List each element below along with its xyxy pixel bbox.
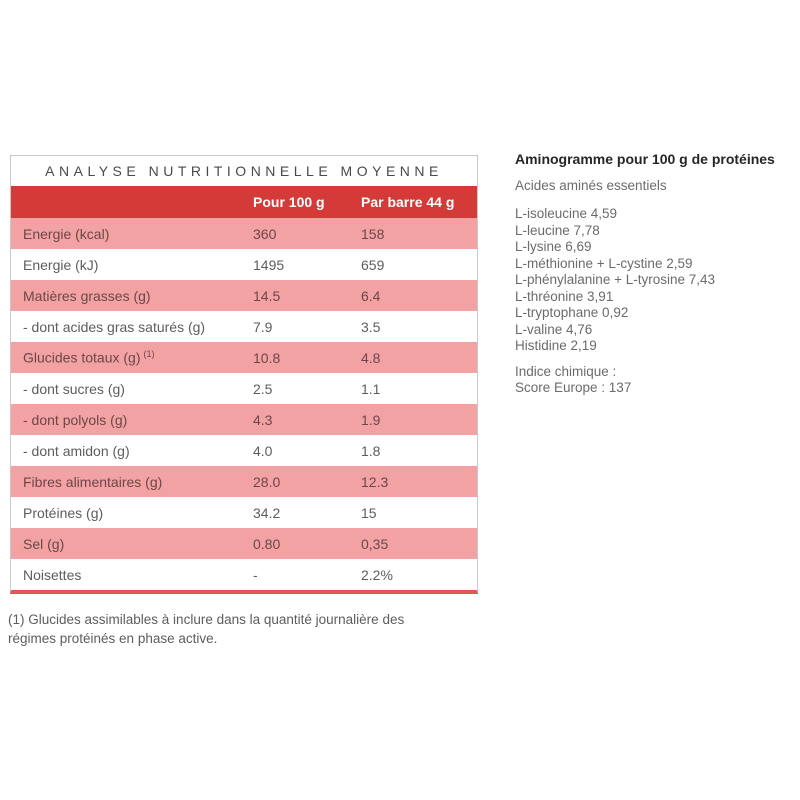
table-row: - dont amidon (g) 4.0 1.8 bbox=[11, 435, 477, 466]
value-per-100g: 360 bbox=[253, 225, 277, 242]
table-row: Sel (g) 0.80 0,35 bbox=[11, 528, 477, 559]
amino-acid-item: L-tryptophane 0,92 bbox=[515, 305, 629, 320]
column-header-per-100g: Pour 100 g bbox=[253, 194, 325, 210]
table-row: Glucides totaux (g) (1) 10.8 4.8 bbox=[11, 342, 477, 373]
value-per-barre-44g: 15 bbox=[361, 504, 377, 521]
row-label: Matières grasses (g) bbox=[23, 287, 151, 304]
aminogramme-subtitle: Acides aminés essentiels bbox=[515, 178, 667, 193]
table-header-row: Pour 100 g Par barre 44 g bbox=[11, 186, 477, 218]
value-per-100g: 4.3 bbox=[253, 411, 273, 428]
chemical-index-block: Indice chimique : Score Europe : 137 bbox=[515, 364, 793, 397]
row-label: Energie (kJ) bbox=[23, 256, 99, 273]
value-per-barre-44g: 0,35 bbox=[361, 535, 389, 552]
value-per-barre-44g: 6.4 bbox=[361, 287, 381, 304]
amino-acid-item: L-méthionine + L-cystine 2,59 bbox=[515, 255, 693, 271]
table-title: ANALYSE NUTRITIONNELLE MOYENNE bbox=[45, 163, 443, 179]
value-per-barre-44g: 12.3 bbox=[361, 473, 389, 490]
chemical-index-line: Score Europe : 137 bbox=[515, 380, 632, 395]
row-label: Glucides totaux (g) (1) bbox=[23, 349, 155, 366]
value-per-barre-44g: 1.8 bbox=[361, 442, 381, 459]
amino-acid-item: L-valine 4,76 bbox=[515, 321, 593, 337]
value-per-100g: 10.8 bbox=[253, 349, 281, 366]
aminogramme-panel: Aminogramme pour 100 g de protéines Acid… bbox=[515, 151, 793, 397]
row-label: Sel (g) bbox=[23, 535, 65, 552]
amino-acid-item: L-lysine 6,69 bbox=[515, 239, 592, 254]
value-per-100g: 28.0 bbox=[253, 473, 281, 490]
footnote-marker: (1) bbox=[143, 349, 155, 360]
value-per-100g: 14.5 bbox=[253, 287, 281, 304]
chemical-index-line: Indice chimique : bbox=[515, 363, 617, 379]
value-per-barre-44g: 4.8 bbox=[361, 349, 381, 366]
table-row: Noisettes - 2.2% bbox=[11, 559, 477, 590]
value-per-100g: 4.0 bbox=[253, 442, 273, 459]
table-row: Fibres alimentaires (g) 28.0 12.3 bbox=[11, 466, 477, 497]
row-label: Protéines (g) bbox=[23, 504, 104, 521]
value-per-barre-44g: 659 bbox=[361, 256, 385, 273]
table-row: - dont sucres (g) 2.5 1.1 bbox=[11, 373, 477, 404]
amino-acid-list: L-isoleucine 4,59 L-leucine 7,78 L-lysine … bbox=[515, 206, 793, 355]
amino-acid-item: L-isoleucine 4,59 bbox=[515, 206, 618, 221]
value-per-100g: 34.2 bbox=[253, 504, 281, 521]
value-per-100g: 2.5 bbox=[253, 380, 273, 397]
table-row: Energie (kcal) 360 158 bbox=[11, 218, 477, 249]
table-row: Energie (kJ) 1495 659 bbox=[11, 249, 477, 280]
footnote: (1) Glucides assimilables à inclure dans… bbox=[8, 612, 405, 646]
value-per-100g: 7.9 bbox=[253, 318, 273, 335]
value-per-100g: 0.80 bbox=[253, 535, 281, 552]
amino-acid-item: Histidine 2,19 bbox=[515, 338, 597, 353]
aminogramme-title: Aminogramme pour 100 g de protéines bbox=[515, 151, 775, 167]
row-label: - dont sucres (g) bbox=[23, 380, 125, 397]
row-label: Energie (kcal) bbox=[23, 225, 110, 242]
table-row: Matières grasses (g) 14.5 6.4 bbox=[11, 280, 477, 311]
amino-acid-item: L-leucine 7,78 bbox=[515, 222, 600, 238]
column-header-per-barre-44g: Par barre 44 g bbox=[361, 194, 455, 210]
value-per-barre-44g: 2.2% bbox=[361, 566, 393, 583]
value-per-barre-44g: 1.9 bbox=[361, 411, 381, 428]
value-per-barre-44g: 1.1 bbox=[361, 380, 381, 397]
row-label: - dont polyols (g) bbox=[23, 411, 128, 428]
row-label: - dont amidon (g) bbox=[23, 442, 130, 459]
amino-acid-item: L-thréonine 3,91 bbox=[515, 288, 614, 304]
table-body: Energie (kcal) 360 158 Energie (kJ) 1495 659 M… bbox=[11, 218, 477, 590]
row-label: Fibres alimentaires (g) bbox=[23, 473, 163, 490]
value-per-100g: - bbox=[253, 566, 258, 583]
amino-acid-item: L-phénylalanine + L-tyrosine 7,43 bbox=[515, 272, 716, 287]
row-label: - dont acides gras saturés (g) bbox=[23, 318, 206, 335]
table-row: Protéines (g) 34.2 15 bbox=[11, 497, 477, 528]
row-label: Noisettes bbox=[23, 566, 82, 583]
table-row: - dont acides gras saturés (g) 7.9 3.5 bbox=[11, 311, 477, 342]
table-row: - dont polyols (g) 4.3 1.9 bbox=[11, 404, 477, 435]
nutrition-table: ANALYSE NUTRITIONNELLE MOYENNE Pour 100 … bbox=[10, 155, 478, 594]
value-per-100g: 1495 bbox=[253, 256, 285, 273]
value-per-barre-44g: 158 bbox=[361, 225, 385, 242]
value-per-barre-44g: 3.5 bbox=[361, 318, 381, 335]
